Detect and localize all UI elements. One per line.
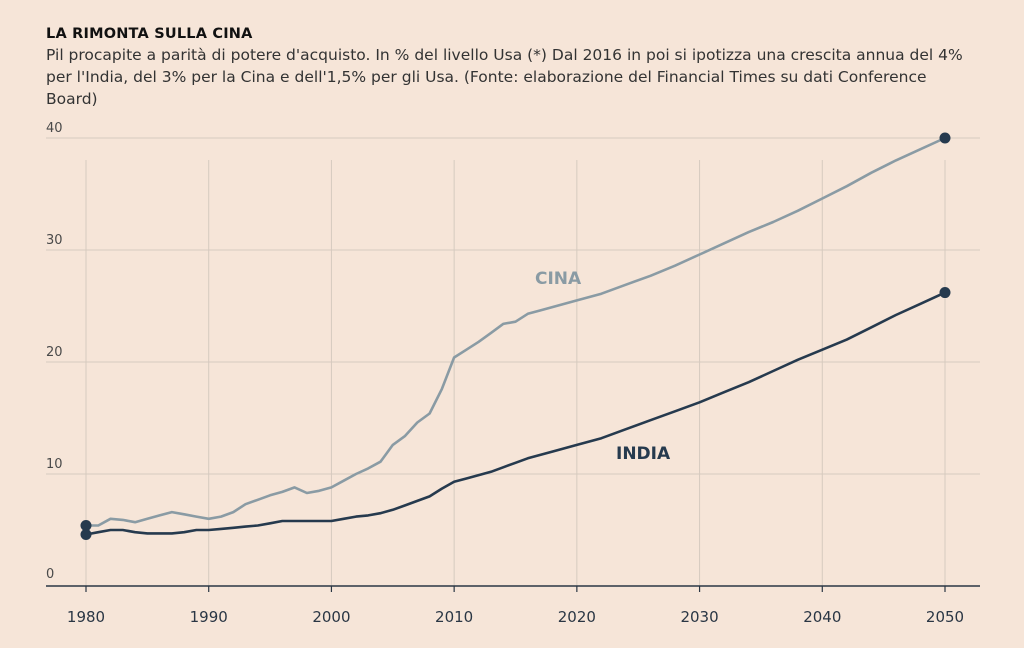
y-tick-label: 0 bbox=[46, 567, 54, 582]
start-point-cina bbox=[80, 520, 92, 532]
chart-subtitle: Pil procapite a parità di potere d'acqui… bbox=[46, 46, 963, 108]
end-point-cina bbox=[939, 132, 951, 144]
x-tick-label: 2030 bbox=[680, 608, 718, 626]
y-tick-label: 30 bbox=[46, 233, 63, 248]
x-tick-label: 1990 bbox=[190, 608, 228, 626]
start-point-india bbox=[80, 528, 92, 540]
x-tick-label: 2010 bbox=[435, 608, 473, 626]
x-tick-label: 2020 bbox=[558, 608, 596, 626]
x-axis-ticks: 1980 1990 2000 2010 2020 2030 2040 2050 bbox=[67, 586, 964, 626]
y-tick-label: 40 bbox=[46, 121, 63, 136]
y-tick-label: 20 bbox=[46, 345, 63, 360]
y-tick-label: 10 bbox=[46, 457, 63, 472]
end-point-india bbox=[939, 287, 951, 299]
y-axis-ticks: 0 10 20 30 40 bbox=[46, 121, 63, 582]
grid-lines bbox=[46, 137, 980, 586]
series-label-india: INDIA bbox=[616, 444, 671, 464]
x-tick-label: 2050 bbox=[926, 608, 964, 626]
series-line-cina bbox=[84, 136, 947, 527]
series-line-india bbox=[84, 291, 947, 536]
x-tick-label: 2040 bbox=[803, 608, 841, 626]
x-tick-label: 1980 bbox=[67, 608, 105, 626]
x-tick-label: 2000 bbox=[312, 608, 350, 626]
series-lines bbox=[80, 132, 951, 540]
series-label-cina: CINA bbox=[535, 269, 582, 289]
chart-title: LA RIMONTA SULLA CINA bbox=[46, 26, 253, 42]
